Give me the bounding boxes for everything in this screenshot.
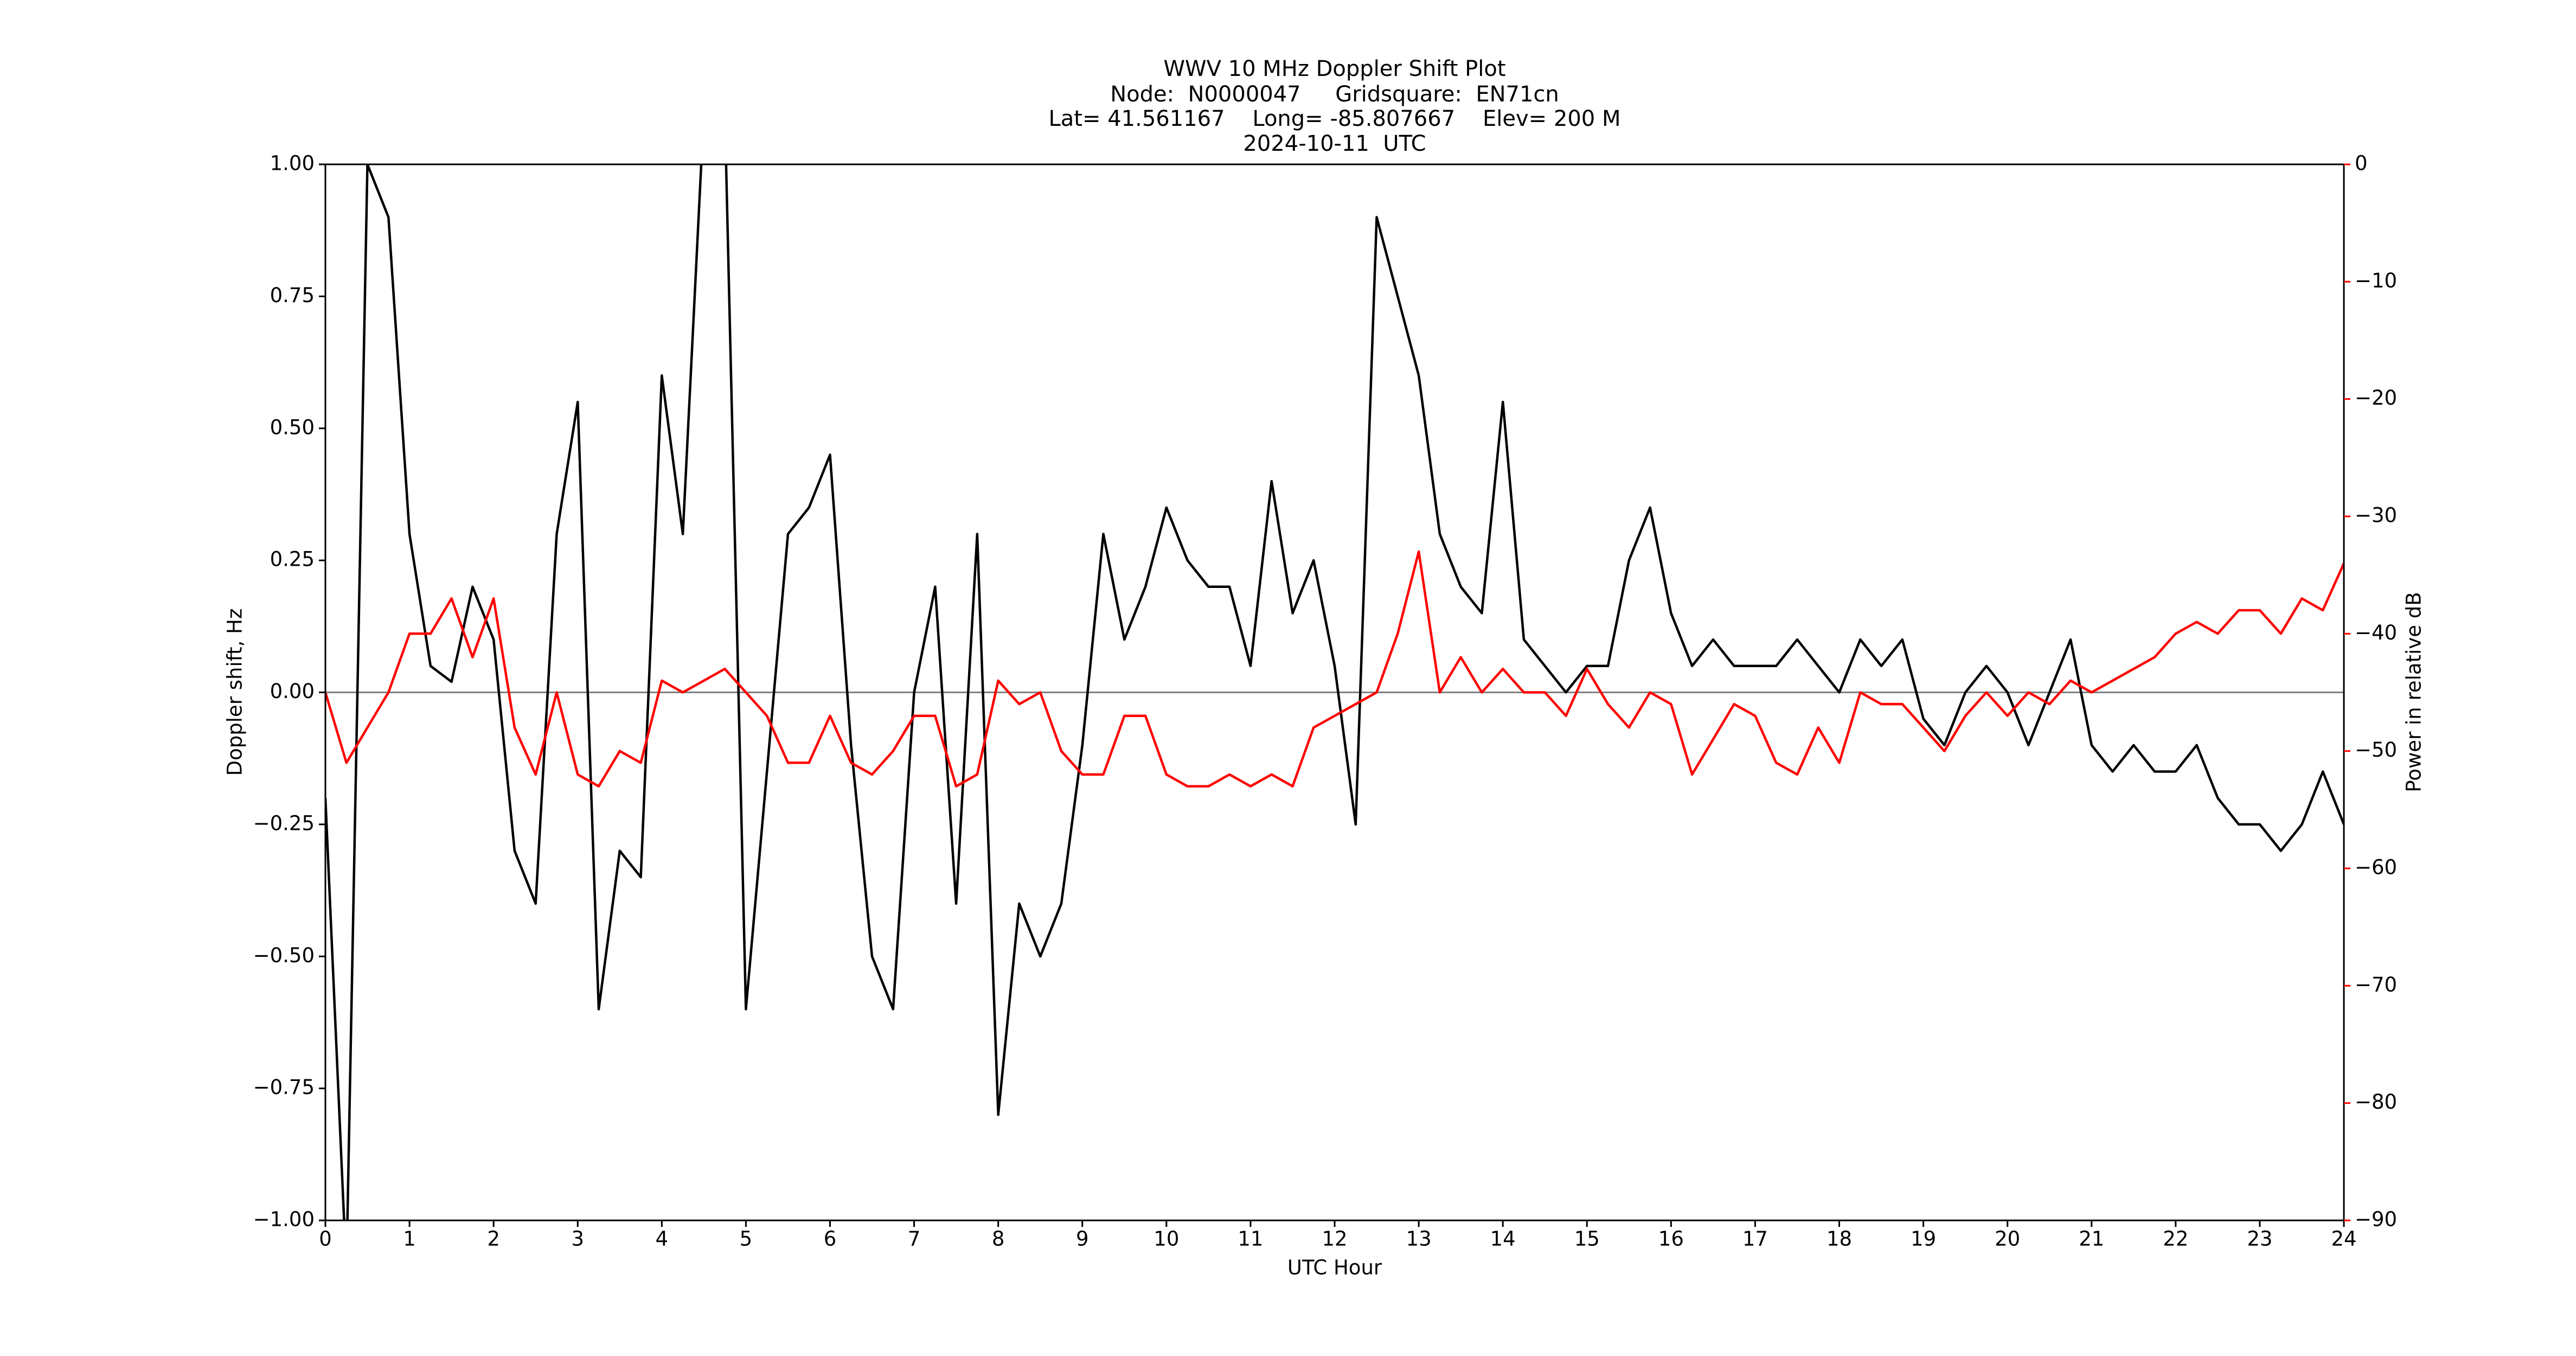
y2-tick-label: −40 bbox=[2355, 621, 2397, 644]
y-tick-label: 0.00 bbox=[270, 680, 315, 703]
x-tick-label: 3 bbox=[571, 1227, 584, 1251]
x-tick-label: 18 bbox=[1827, 1227, 1852, 1251]
y2-tick-label: −10 bbox=[2355, 269, 2397, 292]
x-tick-label: 5 bbox=[740, 1227, 753, 1251]
x-tick-label: 0 bbox=[319, 1227, 332, 1251]
x-tick-label: 19 bbox=[1911, 1227, 1936, 1251]
x-tick-label: 6 bbox=[824, 1227, 837, 1251]
y2-tick-label: −70 bbox=[2355, 973, 2397, 996]
x-tick-label: 13 bbox=[1406, 1227, 1432, 1251]
y2-tick-label: −90 bbox=[2355, 1208, 2397, 1231]
y-tick-label: 1.00 bbox=[270, 152, 315, 175]
plot-area bbox=[325, 164, 2344, 1220]
x-tick-label: 11 bbox=[1238, 1227, 1263, 1251]
series-line bbox=[325, 164, 2344, 1220]
y-tick-label: −0.75 bbox=[253, 1076, 315, 1099]
y-tick-label: −0.50 bbox=[253, 944, 315, 967]
y-axis-label: Doppler shift, Hz bbox=[223, 609, 247, 776]
y2-tick-label: −60 bbox=[2355, 856, 2397, 879]
chart-title: WWV 10 MHz Doppler Shift Plot bbox=[1163, 56, 1505, 81]
x-tick-label: 7 bbox=[908, 1227, 921, 1251]
y2-tick-label: −20 bbox=[2355, 386, 2397, 410]
y2-tick-label: −80 bbox=[2355, 1090, 2397, 1114]
x-tick-label: 22 bbox=[2163, 1227, 2188, 1251]
x-tick-label: 2 bbox=[487, 1227, 500, 1251]
chart-subtitle: Lat= 41.561167 Long= -85.807667 Elev= 20… bbox=[1049, 106, 1621, 131]
x-tick-label: 14 bbox=[1490, 1227, 1516, 1251]
x-tick-label: 17 bbox=[1742, 1227, 1768, 1251]
y-tick-label: −1.00 bbox=[253, 1208, 315, 1231]
x-axis-label: UTC Hour bbox=[1287, 1256, 1382, 1280]
y-tick-label: 0.25 bbox=[270, 548, 315, 571]
y2-axis-label: Power in relative dB bbox=[2402, 592, 2426, 792]
y-tick-label: −0.25 bbox=[253, 811, 315, 835]
series-line bbox=[325, 550, 2344, 788]
x-tick-label: 21 bbox=[2079, 1227, 2104, 1251]
y2-tick-label: 0 bbox=[2355, 152, 2368, 175]
chart-subtitle: 2024-10-11 UTC bbox=[1243, 131, 1426, 156]
y-tick-label: 0.50 bbox=[270, 415, 315, 439]
chart-subtitle: Node: N0000047 Gridsquare: EN71cn bbox=[1110, 82, 1559, 107]
x-tick-label: 23 bbox=[2247, 1227, 2272, 1251]
x-tick-label: 15 bbox=[1574, 1227, 1600, 1251]
x-tick-label: 24 bbox=[2331, 1227, 2356, 1251]
x-tick-label: 9 bbox=[1076, 1227, 1089, 1251]
y2-tick-label: −50 bbox=[2355, 738, 2397, 762]
x-tick-label: 8 bbox=[992, 1227, 1005, 1251]
x-tick-label: 4 bbox=[656, 1227, 669, 1251]
x-tick-label: 1 bbox=[403, 1227, 416, 1251]
x-tick-label: 16 bbox=[1658, 1227, 1684, 1251]
x-tick-label: 20 bbox=[1995, 1227, 2020, 1251]
y2-tick-label: −30 bbox=[2355, 504, 2397, 527]
y-tick-label: 0.75 bbox=[270, 284, 315, 307]
x-tick-label: 10 bbox=[1154, 1227, 1179, 1251]
x-tick-label: 12 bbox=[1322, 1227, 1347, 1251]
